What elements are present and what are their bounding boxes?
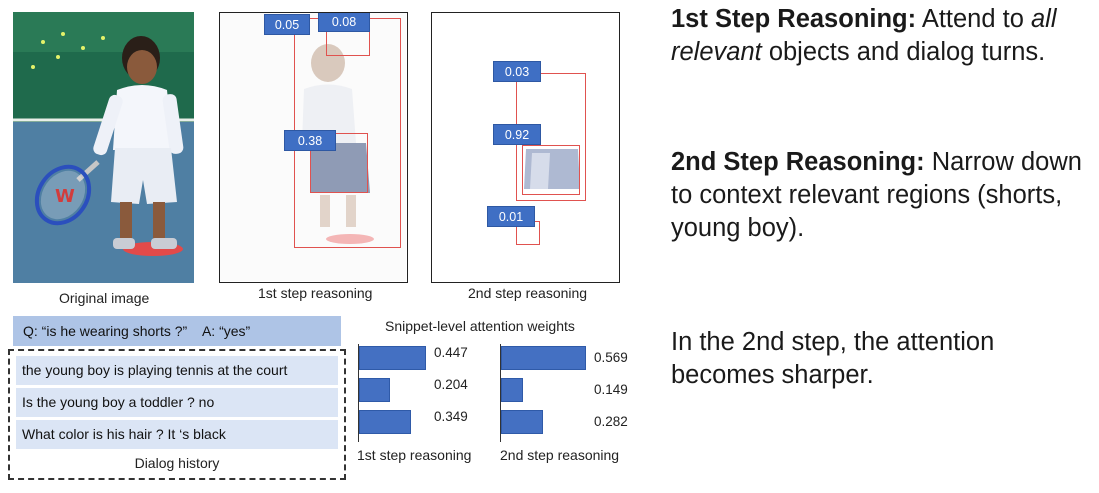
- step1-weight-label: 0.38: [284, 130, 336, 151]
- step1-heading: 1st Step Reasoning:: [671, 5, 917, 33]
- step1-attention-value: 0.204: [434, 377, 468, 392]
- dialog-history-box: the young boy is playing tennis at the c…: [8, 349, 346, 480]
- step2-text: Narrow down to context relevant regions …: [671, 148, 1082, 242]
- step2-attention-bar: [501, 378, 523, 402]
- original-image-caption: Original image: [59, 290, 150, 306]
- step1-attention-bar: [359, 346, 426, 370]
- snippet-title: Snippet-level attention weights: [385, 318, 575, 334]
- step2-attention-value: 0.149: [594, 382, 628, 397]
- step2-axis: [500, 344, 501, 442]
- step2-explanation: 2nd Step Reasoning: Narrow down to conte…: [671, 146, 1091, 245]
- step1-attention-value: 0.349: [434, 409, 468, 424]
- step2-caption: 2nd step reasoning: [468, 285, 588, 301]
- sharper-attention-note: In the 2nd step, the attention becomes s…: [671, 328, 995, 389]
- step1-weight-label: 0.05: [264, 14, 310, 35]
- answer-text: A: “yes”: [201, 323, 251, 339]
- dialog-row: What color is his hair ? It ‘s black: [16, 420, 338, 449]
- question-bar: Q: “is he wearing shorts ?” A: “yes”: [13, 316, 341, 346]
- original-image: W: [13, 12, 194, 283]
- step1-emphasis: all relevant: [671, 5, 1057, 66]
- step1-panel: 0.05 0.08 0.38: [219, 12, 408, 283]
- question-text: Q: “is he wearing shorts ?”: [23, 323, 188, 339]
- svg-text:W: W: [55, 186, 75, 207]
- step2-panel: 0.03 0.92 0.01: [431, 12, 620, 283]
- step1-attention-value: 0.447: [434, 345, 468, 360]
- step1-explanation: 1st Step Reasoning: Attend to all releva…: [671, 3, 1091, 69]
- step1-attention-bar: [359, 410, 411, 434]
- step1-caption: 1st step reasoning: [258, 285, 373, 301]
- step2-attention-value: 0.282: [594, 414, 628, 429]
- step2-weight-label: 0.01: [487, 206, 535, 227]
- dialog-row: Is the young boy a toddler ? no: [16, 388, 338, 417]
- step2-faded-image: [432, 13, 618, 281]
- step2-weight-label: 0.92: [493, 124, 541, 145]
- step2-heading: 2nd Step Reasoning:: [671, 148, 925, 176]
- snippet-step2-label: 2nd step reasoning: [500, 447, 620, 463]
- dialog-row: the young boy is playing tennis at the c…: [16, 356, 338, 385]
- step2-weight-label: 0.03: [493, 61, 541, 82]
- step2-box-shorts: [522, 145, 580, 195]
- step1-weight-label: 0.08: [318, 13, 370, 32]
- tennis-boy-photo: W: [13, 12, 194, 283]
- step1-axis: [358, 344, 359, 442]
- step1-attention-bar: [359, 378, 390, 402]
- snippet-step1-label: 1st step reasoning: [357, 447, 472, 463]
- step1-box-shorts: [310, 133, 368, 193]
- step2-attention-bar: [501, 346, 586, 370]
- dialog-history-caption: Dialog history: [134, 455, 220, 471]
- step1-text: Attend to: [916, 5, 1031, 33]
- step2-attention-bar: [501, 410, 543, 434]
- step1-text-end: objects and dialog turns.: [761, 38, 1046, 66]
- step2-attention-value: 0.569: [594, 350, 628, 365]
